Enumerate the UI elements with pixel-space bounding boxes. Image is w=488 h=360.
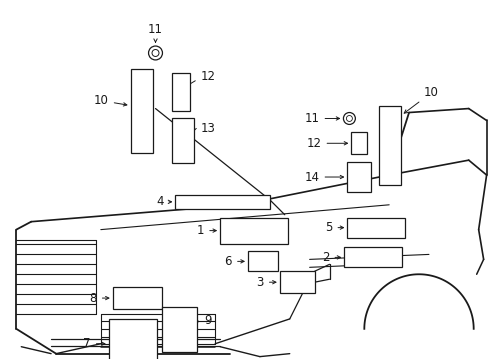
Bar [175, 195, 269, 209]
Text: 10: 10 [404, 86, 438, 113]
Text: 12: 12 [200, 70, 215, 83]
Bar [162, 307, 197, 352]
Text: 14: 14 [304, 171, 343, 184]
Text: 13: 13 [201, 122, 215, 135]
Text: 4: 4 [156, 195, 171, 208]
Bar [346, 218, 404, 238]
Bar [247, 251, 277, 271]
Text: 10: 10 [94, 94, 126, 107]
Bar [113, 287, 162, 309]
Bar [172, 118, 194, 163]
Circle shape [152, 50, 159, 57]
Text: 5: 5 [325, 221, 343, 234]
Bar [351, 132, 366, 154]
Text: 2: 2 [322, 251, 340, 264]
Circle shape [343, 113, 355, 125]
Bar [379, 105, 400, 185]
Circle shape [346, 116, 352, 121]
Text: 11: 11 [304, 112, 339, 125]
Bar [130, 69, 152, 153]
Text: 1: 1 [196, 224, 216, 237]
Bar [220, 218, 287, 243]
Text: 9: 9 [204, 314, 211, 327]
Text: 11: 11 [148, 23, 163, 42]
Text: 12: 12 [306, 137, 347, 150]
Bar [172, 73, 190, 111]
Bar [108, 319, 156, 360]
Text: 3: 3 [256, 276, 275, 289]
Text: 8: 8 [89, 292, 109, 305]
Circle shape [148, 46, 162, 60]
Bar [346, 162, 370, 192]
Bar [279, 271, 314, 293]
Text: 7: 7 [83, 337, 105, 350]
Text: 6: 6 [224, 255, 244, 268]
Bar [344, 247, 401, 267]
